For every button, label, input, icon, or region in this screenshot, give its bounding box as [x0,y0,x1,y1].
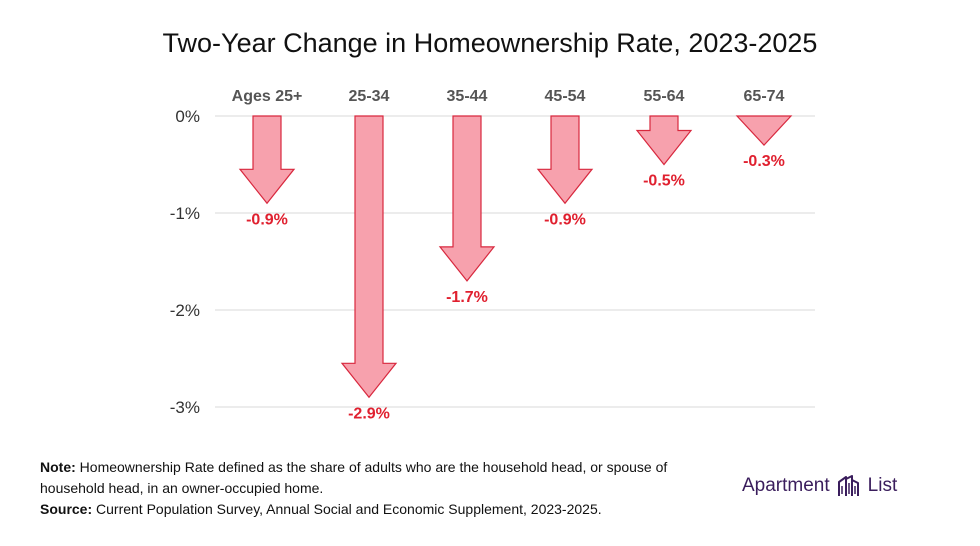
data-label: -1.7% [446,289,488,306]
bar-arrow [238,115,296,205]
category-label: Ages 25+ [232,88,303,105]
note-text: Homeownership Rate defined as the share … [40,459,668,496]
category-label: 45-54 [545,88,586,105]
source-line: Source: Current Population Survey, Annua… [40,499,720,520]
y-tick-label: -2% [170,301,200,320]
bar-arrow [438,115,496,282]
y-tick-label: -3% [170,398,200,417]
y-tick-label: 0% [175,107,200,126]
bar-chart: 0% -1% -2% -3% Ages 25+ 25-34 35-44 45-54 55-64 6… [170,88,815,422]
chart-title: Two-Year Change in Homeownership Rate, 2… [162,28,818,58]
data-label: -0.3% [743,153,785,170]
bar-arrow [735,115,793,146]
category-label: 65-74 [744,88,785,105]
note-label: Note: [40,459,76,475]
y-tick-label: -1% [170,204,200,223]
source-label: Source: [40,501,93,517]
data-label: -0.5% [643,173,685,190]
bar-arrow [635,115,693,166]
chart-footer: Note: Homeownership Rate defined as the … [40,457,720,520]
logo-word-list: List [867,475,898,496]
source-text: Current Population Survey, Annual Social… [96,501,602,517]
data-label: -2.9% [348,405,390,422]
data-label: -0.9% [544,211,586,228]
note-line: Note: Homeownership Rate defined as the … [40,457,720,499]
apartment-list-logo: Apartment List [742,474,897,498]
data-label: -0.9% [246,211,288,228]
category-label: 35-44 [447,88,488,105]
bar-arrow [536,115,594,205]
logo-word-apartment: Apartment [742,475,830,496]
bar-arrow [340,115,398,399]
category-label: 25-34 [349,88,390,105]
category-label: 55-64 [644,88,685,105]
building-logo-icon [837,475,859,496]
